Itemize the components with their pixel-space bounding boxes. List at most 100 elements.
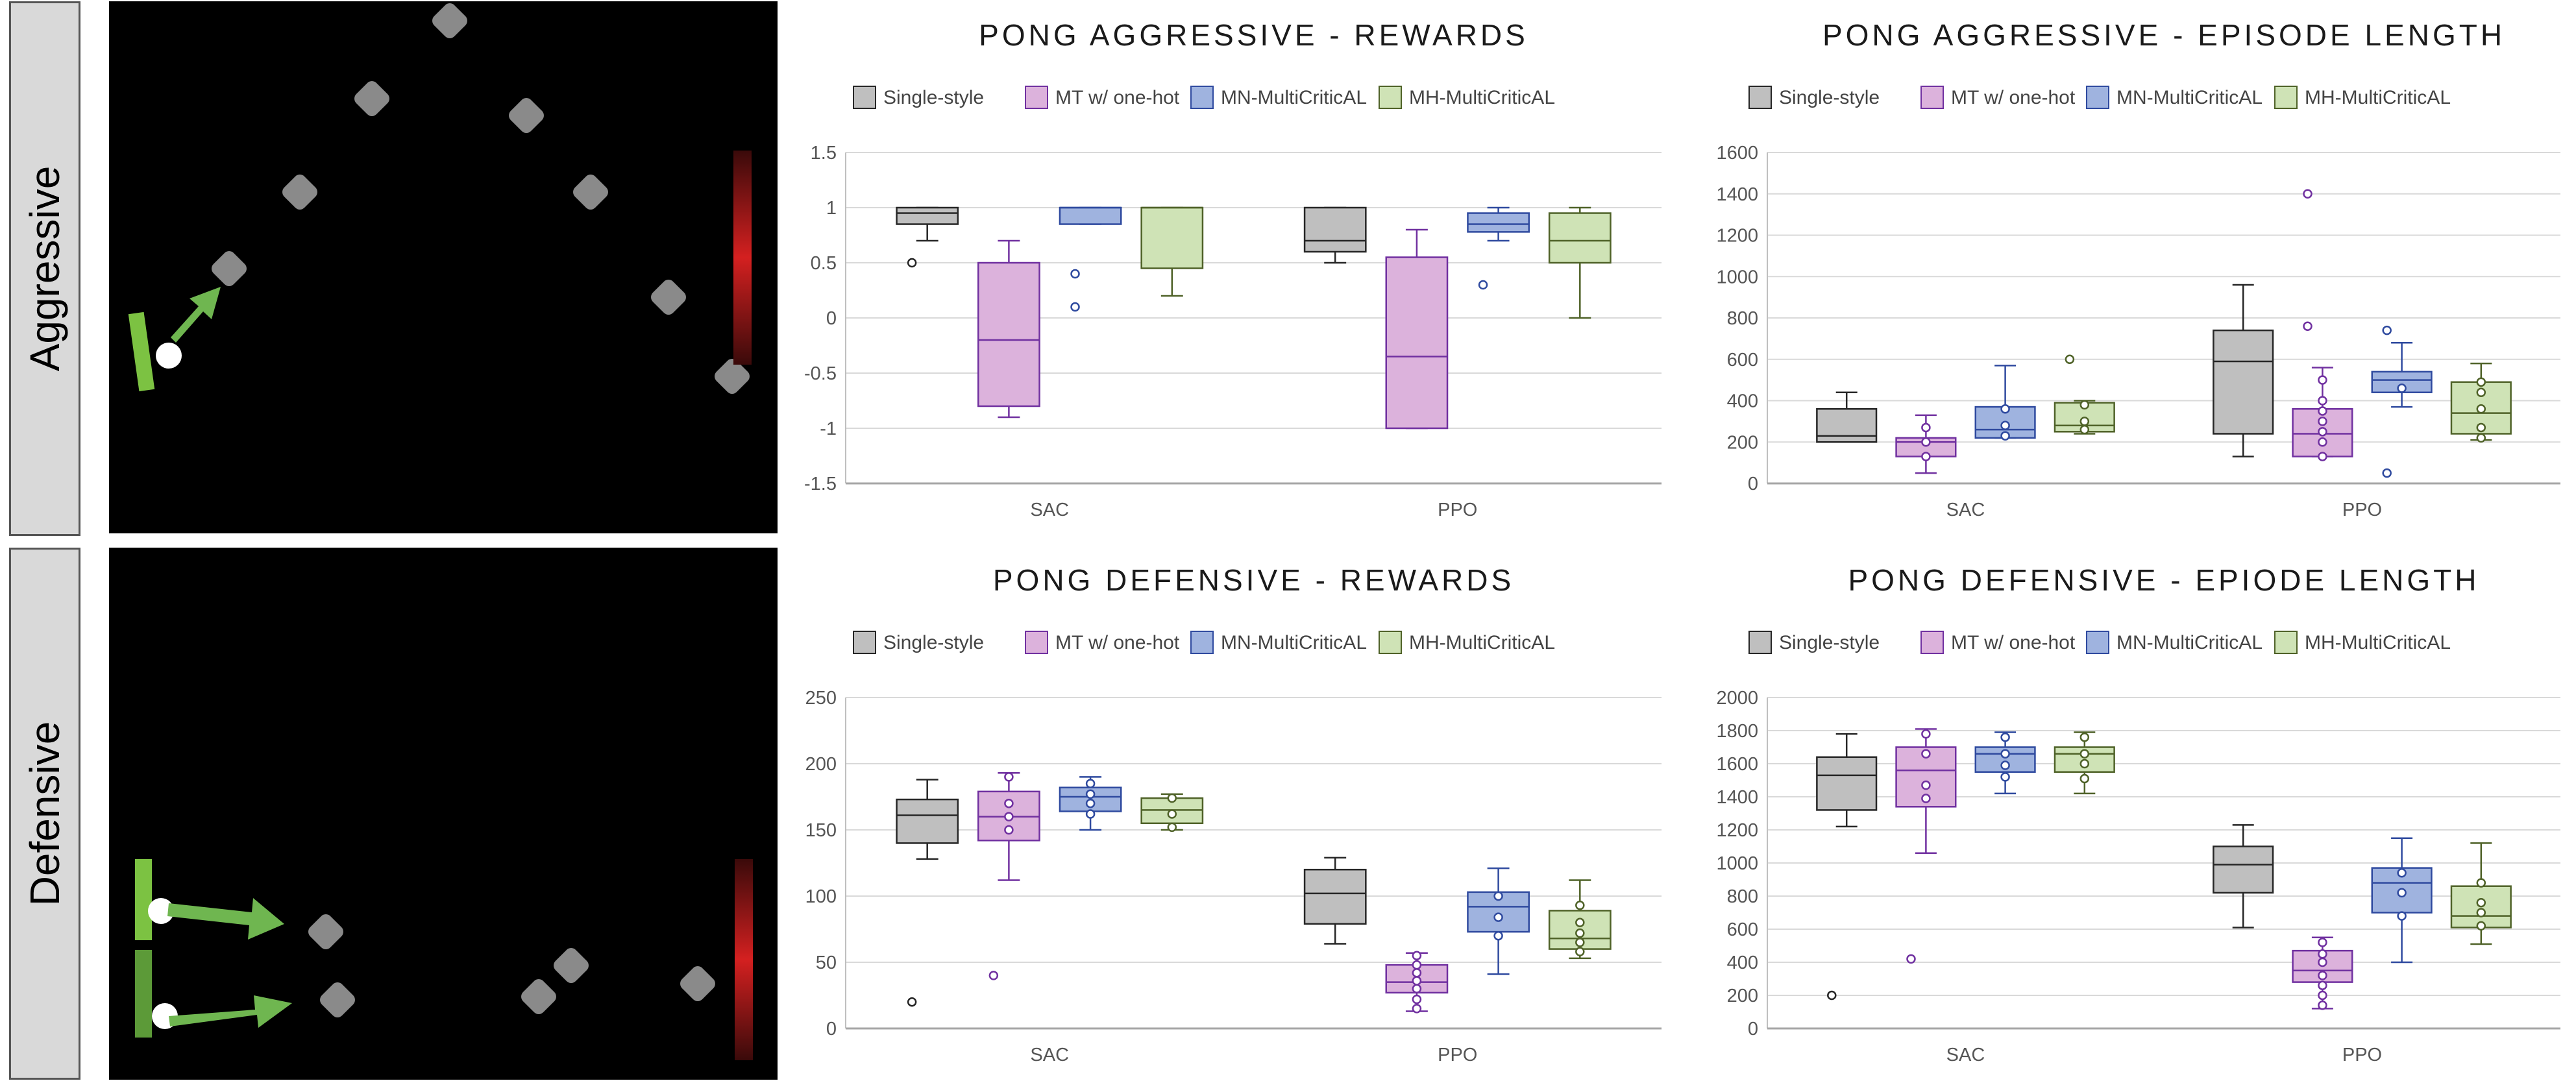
data-point	[2000, 772, 2010, 782]
data-point	[2476, 897, 2486, 908]
legend-swatch	[2086, 86, 2109, 109]
box-iqr	[1303, 868, 1367, 925]
legend-label: MH-MultiCriticAL	[1409, 632, 1555, 653]
box-mt-w-one-hot-sac	[1895, 414, 1957, 474]
chart-defensive-episode-length: PONG DEFENSIVE - EPIODE LENGTH Single-sty…	[1684, 545, 2573, 1077]
y-tick-label: 50	[816, 953, 837, 973]
data-point	[2079, 417, 2090, 426]
data-point	[1085, 798, 1096, 808]
y-tick-label: 400	[1727, 953, 1758, 973]
box-iqr	[2213, 329, 2274, 435]
data-point	[1493, 930, 1503, 941]
chart-title: PONG AGGRESSIVE - EPISODE LENGTH	[1822, 18, 2505, 52]
box-single-style-ppo	[2213, 284, 2274, 457]
legend-swatch	[1190, 631, 1214, 654]
data-point	[2000, 749, 2010, 759]
data-point	[1575, 938, 1585, 947]
box-iqr	[1816, 756, 1878, 811]
box-iqr	[1467, 212, 1530, 233]
box-iqr	[1140, 206, 1204, 269]
pong-aggressive-frame	[109, 1, 778, 533]
data-point	[1004, 798, 1014, 808]
box-mh-multicritical-sac	[1140, 793, 1204, 832]
y-tick-label: 200	[1727, 986, 1758, 1006]
data-point	[1921, 422, 1931, 433]
outlier-point	[1906, 954, 1916, 964]
legend-label: Single-style	[883, 632, 984, 653]
box-mt-w-one-hot-sac	[1895, 728, 1957, 964]
data-point	[2397, 383, 2407, 393]
data-point	[2397, 911, 2407, 921]
legend-swatch	[1025, 631, 1048, 654]
y-tick-label: 1400	[1716, 184, 1758, 205]
data-point	[2476, 433, 2486, 443]
data-point	[2318, 990, 2327, 1001]
box-mt-w-one-hot-ppo	[1385, 228, 1449, 430]
box-mt-w-one-hot-sac	[977, 239, 1040, 419]
y-tick-label: 200	[1727, 432, 1758, 453]
box-mn-multicritical-ppo	[1467, 867, 1530, 975]
legend-swatch	[2086, 631, 2109, 654]
legend-label: MH-MultiCriticAL	[2305, 632, 2451, 653]
box-iqr	[896, 798, 959, 844]
chart-aggressive-rewards: PONG AGGRESSIVE - REWARDS Single-style MT …	[789, 0, 1678, 532]
box-mt-w-one-hot-ppo	[2292, 936, 2353, 1010]
box-iqr	[1548, 212, 1612, 264]
y-tick-label: 1400	[1716, 787, 1758, 808]
green-paddle-upper	[135, 859, 152, 940]
y-tick-label: 0	[1748, 474, 1758, 494]
data-point	[2318, 980, 2327, 990]
box-single-style-sac	[896, 779, 959, 1007]
y-tick-label: 1600	[1716, 754, 1758, 775]
legend-swatch	[1190, 86, 1214, 109]
legend-swatch	[1920, 86, 1944, 109]
data-point	[2079, 749, 2090, 759]
box-mn-multicritical-sac	[1059, 776, 1122, 831]
red-paddle	[735, 859, 753, 1060]
data-point	[2000, 404, 2010, 414]
legend-swatch	[1379, 86, 1402, 109]
data-point	[2079, 424, 2090, 435]
data-point	[2318, 971, 2327, 980]
box-mn-multicritical-ppo	[1467, 206, 1530, 290]
y-tick-label: 1200	[1716, 820, 1758, 841]
y-tick-label: 400	[1727, 391, 1758, 412]
data-point	[1921, 794, 1931, 803]
outlier-point	[1827, 990, 1837, 1001]
legend-label: MT w/ one-hot	[1951, 87, 2076, 108]
legend-swatch	[1379, 631, 1402, 654]
box-iqr	[977, 261, 1040, 407]
data-point	[1004, 825, 1014, 835]
x-tick-label: PPO	[1438, 500, 1477, 520]
data-point	[2397, 888, 2407, 898]
data-point	[1412, 1004, 1422, 1014]
y-tick-label: 150	[805, 820, 837, 841]
chart-svg: PONG AGGRESSIVE - REWARDS Single-style MT …	[804, 18, 1662, 520]
ball-current	[156, 343, 182, 369]
data-point	[2318, 417, 2327, 426]
y-tick-label: -1.5	[804, 474, 837, 494]
data-point	[1493, 891, 1503, 901]
data-point	[2079, 732, 2090, 742]
data-point	[1921, 452, 1931, 461]
chart-aggressive-episode-length: PONG AGGRESSIVE - EPISODE LENGTH Single-s…	[1684, 0, 2573, 532]
data-point	[2476, 878, 2486, 888]
box-mt-w-one-hot-ppo	[1385, 951, 1449, 1014]
outlier-point	[1478, 280, 1488, 290]
data-point	[1004, 812, 1014, 821]
data-point	[1493, 912, 1503, 922]
box-mn-multicritical-ppo	[2371, 325, 2433, 478]
box-mh-multicritical-ppo	[2450, 362, 2512, 443]
legend-label: MT w/ one-hot	[1951, 632, 2076, 653]
x-tick-label: PPO	[2342, 500, 2382, 520]
data-point	[2079, 759, 2090, 769]
x-tick-label: SAC	[1030, 500, 1069, 520]
ball-upper	[148, 898, 174, 924]
data-point	[1412, 968, 1422, 978]
box-mn-multicritical-sac	[1974, 731, 2036, 795]
x-tick-label: SAC	[1946, 500, 1985, 520]
row-label-aggressive: Aggressive	[9, 1, 80, 536]
data-point	[2318, 437, 2327, 447]
legend-label: MN-MultiCriticAL	[1221, 632, 1367, 653]
outlier-point	[2382, 468, 2392, 478]
